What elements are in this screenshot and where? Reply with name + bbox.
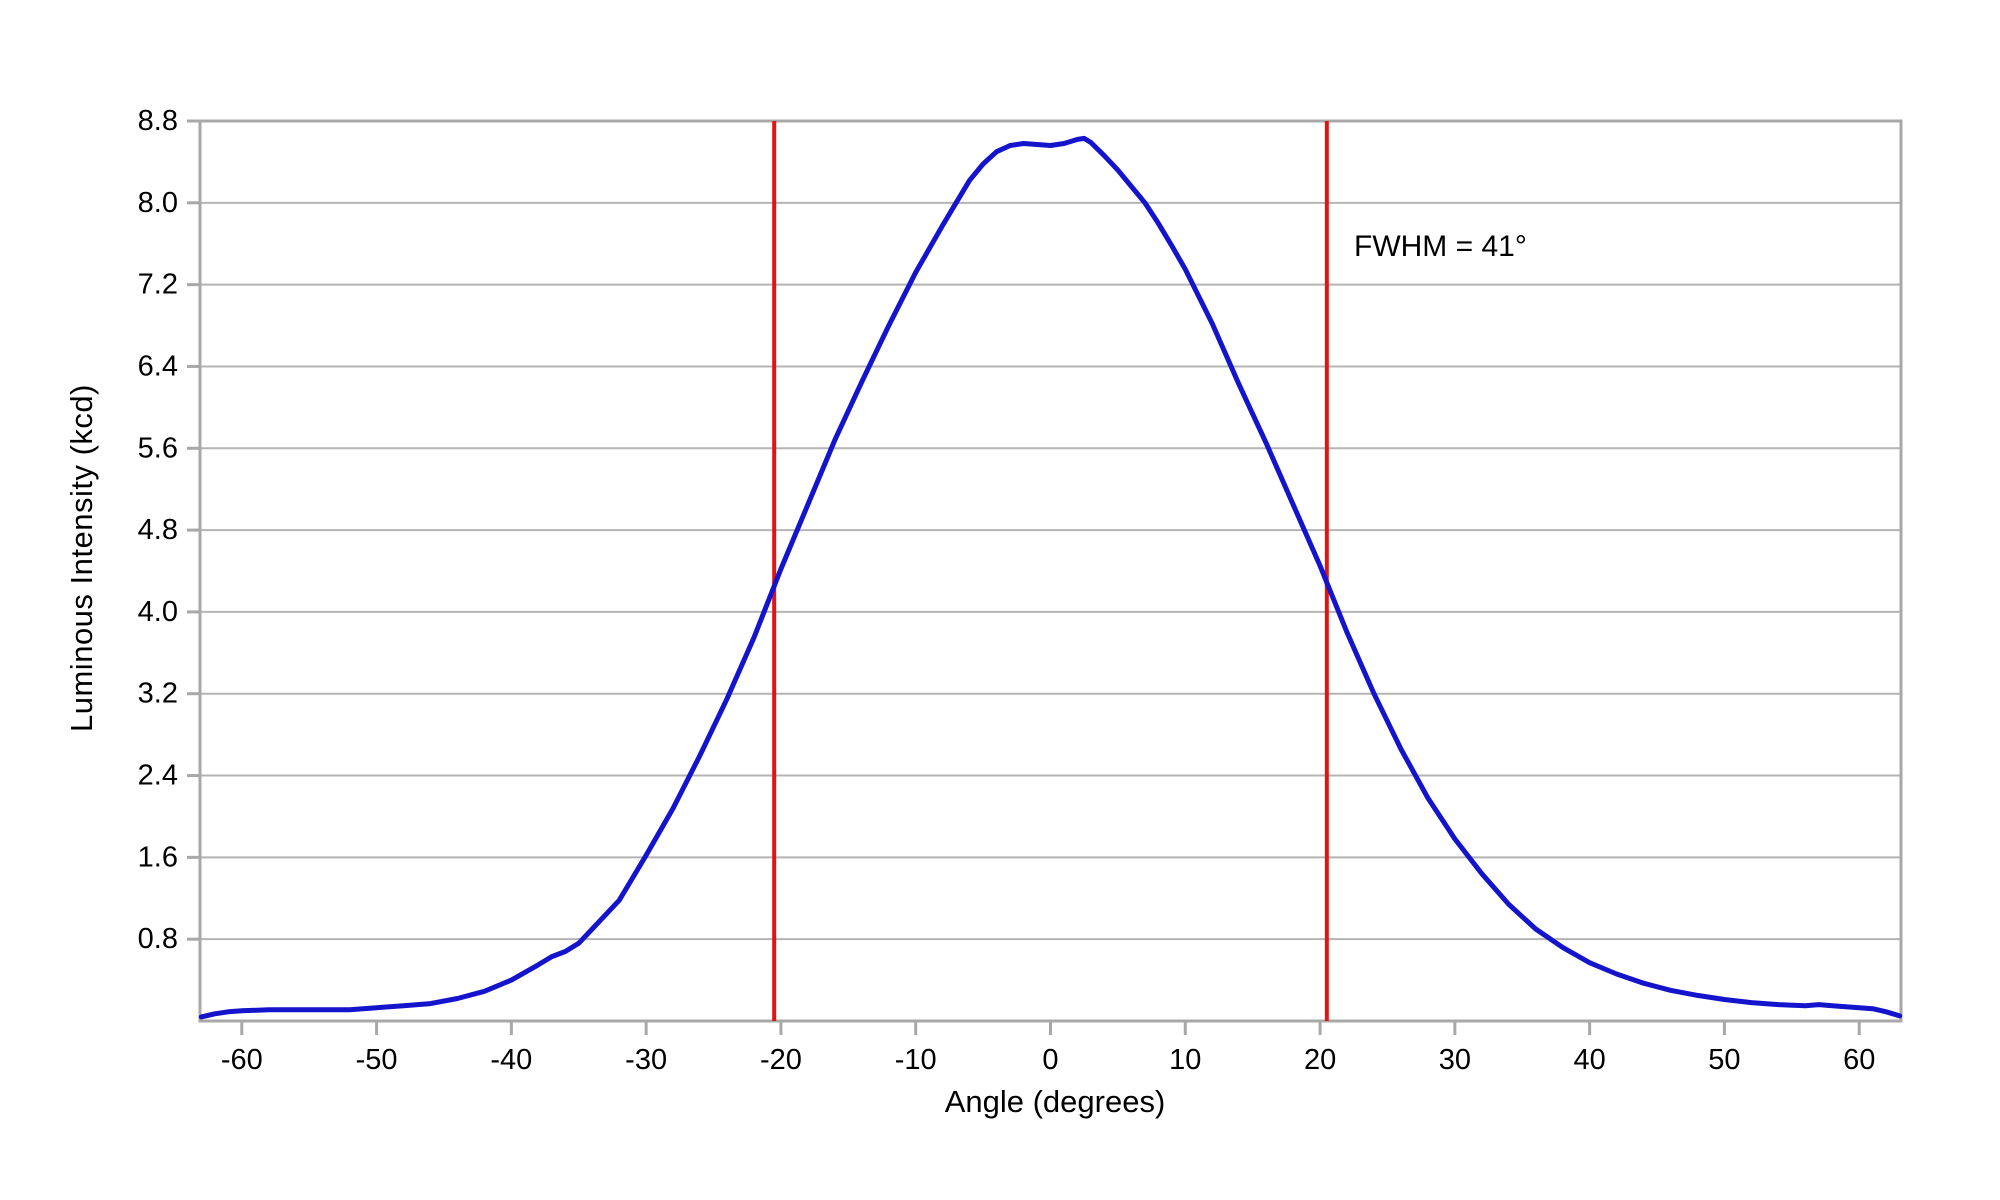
x-tick-label: 20	[1304, 1044, 1336, 1076]
luminous-intensity-curve	[198, 135, 1903, 1020]
y-tick-label: 2.4	[138, 760, 178, 792]
y-tick-label: 1.6	[138, 841, 178, 873]
x-tick-label: 60	[1843, 1044, 1875, 1076]
x-tick-label: -30	[625, 1044, 667, 1076]
y-tick-label: 3.2	[138, 678, 178, 710]
y-tick-label: 8.8	[138, 105, 178, 137]
x-tick-label: -60	[221, 1044, 263, 1076]
x-tick-label: 30	[1439, 1044, 1471, 1076]
y-tick-label: 7.2	[138, 269, 178, 301]
y-axis-title: Luminous Intensity (kcd)	[64, 384, 99, 732]
x-tick-label: 50	[1708, 1044, 1740, 1076]
x-tick-label: -40	[490, 1044, 532, 1076]
y-tick-label: 5.6	[138, 432, 178, 464]
y-tick-label: 6.4	[138, 350, 178, 382]
x-tick-label: 10	[1169, 1044, 1201, 1076]
y-tick-label: 8.0	[138, 187, 178, 219]
x-tick-label: -20	[760, 1044, 802, 1076]
y-tick-label: 4.0	[138, 596, 178, 628]
plot-border	[198, 119, 1903, 1023]
y-tick-label: 4.8	[138, 514, 178, 546]
x-tick-label: -50	[356, 1044, 398, 1076]
x-tick-label: 0	[1042, 1044, 1058, 1076]
fwhm-annotation: FWHM = 41°	[1354, 230, 1527, 263]
x-tick-label: 40	[1574, 1044, 1606, 1076]
x-axis-title: Angle (degrees)	[944, 1084, 1166, 1119]
y-tick-label: 0.8	[138, 923, 178, 955]
x-tick-label: -10	[895, 1044, 937, 1076]
